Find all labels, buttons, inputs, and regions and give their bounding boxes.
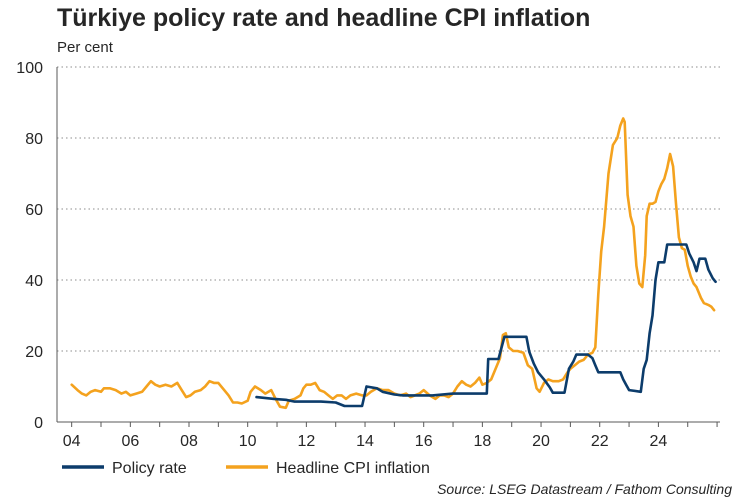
y-tick-label: 0 [34, 415, 43, 432]
x-tick-label: 06 [121, 433, 139, 450]
x-tick-label: 04 [63, 433, 81, 450]
source-note: Source: LSEG Datastream / Fathom Consult… [437, 481, 732, 497]
y-tick-label: 80 [25, 131, 43, 148]
x-tick-label: 14 [356, 433, 374, 450]
y-tick-label: 20 [25, 344, 43, 361]
x-tick-label: 20 [532, 433, 550, 450]
y-tick-label: 100 [16, 60, 43, 77]
policy-rate-line [255, 243, 717, 408]
y-axis: 0 20 40 60 80 100 [16, 60, 720, 432]
y-axis-unit-label: Per cent [57, 39, 114, 56]
cpi-inflation-line [70, 117, 716, 410]
legend-label-policy-rate: Policy rate [112, 460, 187, 477]
y-tick-label: 40 [25, 273, 43, 290]
x-tick-label: 16 [415, 433, 433, 450]
x-tick-label: 08 [180, 433, 198, 450]
x-tick-label: 24 [649, 433, 667, 450]
plot-area [70, 117, 717, 410]
x-tick-label: 22 [591, 433, 609, 450]
x-tick-label: 10 [239, 433, 257, 450]
x-tick-label: 12 [297, 433, 315, 450]
x-axis: 04 06 08 10 12 14 16 18 20 22 24 [57, 421, 720, 450]
legend-label-cpi-inflation: Headline CPI inflation [276, 460, 430, 477]
x-tick-label: 18 [473, 433, 491, 450]
chart-title: Türkiye policy rate and headline CPI inf… [57, 4, 590, 32]
legend: Policy rate Headline CPI inflation [62, 460, 430, 477]
y-tick-label: 60 [25, 202, 43, 219]
